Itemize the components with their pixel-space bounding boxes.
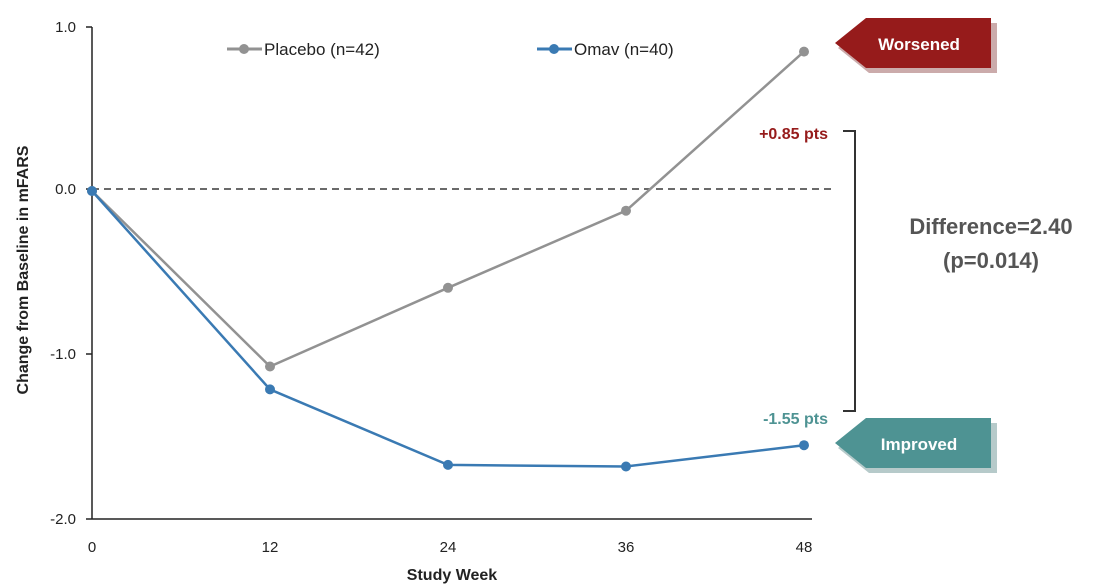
legend-omav-label: Omav (n=40) [574, 40, 674, 59]
difference-text: Difference=2.40 [909, 214, 1072, 239]
difference-bracket [843, 130, 856, 412]
y-tick-label: 0.0 [55, 181, 76, 198]
x-tick-label: 48 [796, 539, 813, 556]
data-point-omav [265, 384, 275, 395]
series-line-omav [91, 190, 805, 468]
x-tick-label: 24 [440, 539, 457, 556]
y-tick-label: 1.0 [55, 19, 76, 36]
y-axis-title: Change from Baseline in mFARS [15, 145, 32, 394]
x-tick-label: 0 [88, 539, 96, 556]
x-axis-title: Study Week [407, 567, 498, 584]
worsened-tag-shape [835, 18, 991, 68]
omav-end-annotation: -1.55 pts [763, 411, 828, 428]
series-layer [87, 46, 809, 472]
y-tick-label: -1.0 [50, 346, 76, 363]
data-point-placebo [265, 361, 275, 372]
placebo-end-annotation: +0.85 pts [759, 126, 828, 143]
data-point-placebo [443, 282, 453, 293]
x-tick-label: 36 [618, 539, 635, 556]
data-point-omav [799, 440, 809, 451]
legend-placebo-label: Placebo (n=42) [264, 40, 380, 59]
improved-tag-shape [835, 418, 991, 468]
data-point-placebo [799, 46, 809, 57]
worsened-tag-label: Worsened [878, 35, 960, 54]
x-tick-label: 12 [262, 539, 279, 556]
improved-tag-label: Improved [881, 435, 958, 454]
p-value-text: (p=0.014) [943, 248, 1039, 273]
data-point-omav [443, 459, 453, 470]
data-point-omav [87, 186, 97, 196]
legend-placebo-marker [239, 44, 249, 54]
legend-omav-marker [549, 44, 559, 54]
data-point-omav [621, 461, 631, 472]
y-tick-label: -2.0 [50, 511, 76, 528]
data-point-placebo [621, 205, 631, 216]
series-line-placebo [91, 50, 805, 368]
